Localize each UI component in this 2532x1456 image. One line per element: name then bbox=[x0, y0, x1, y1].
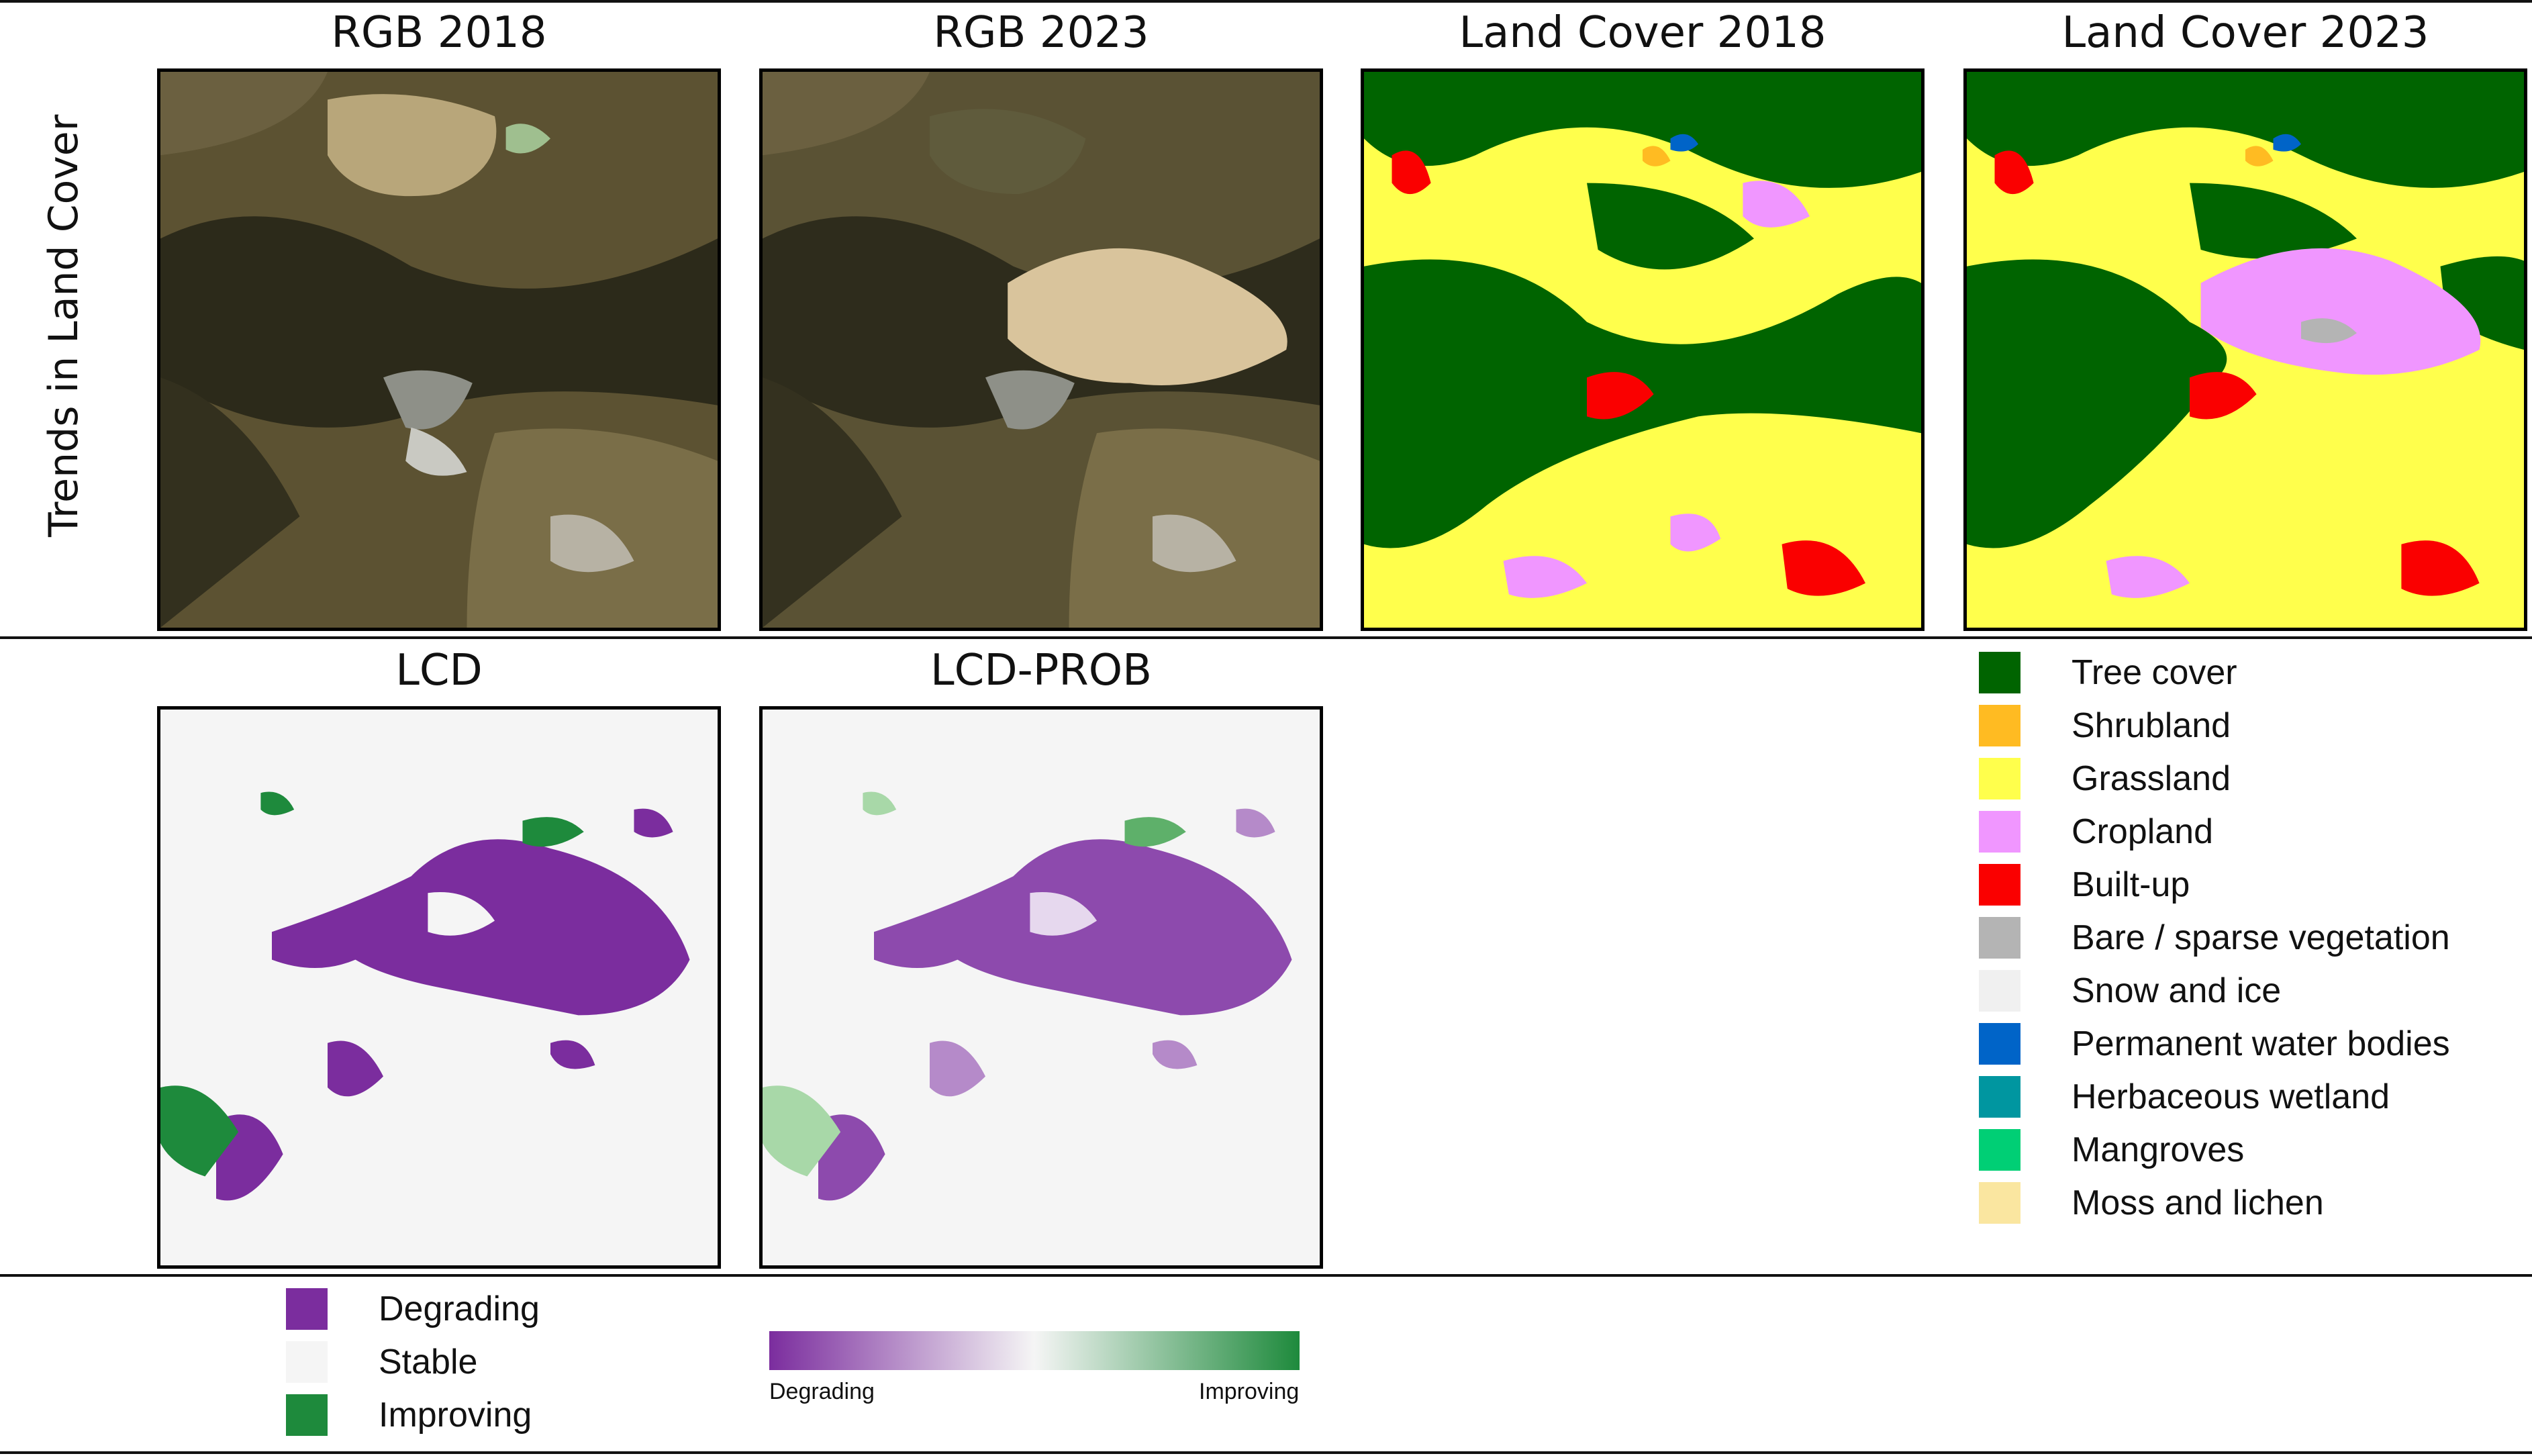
legend-item: Tree cover bbox=[1979, 651, 2237, 694]
legend-label: Mangroves bbox=[2072, 1130, 2245, 1169]
legend-label: Tree cover bbox=[2072, 653, 2237, 692]
title-lcd-prob: LCD-PROB bbox=[930, 646, 1153, 695]
land-cover-2018-classes bbox=[1364, 72, 1921, 628]
legend-swatch bbox=[1979, 1076, 2020, 1118]
legend-item: Snow and ice bbox=[1979, 969, 2281, 1012]
legend-label: Bare / sparse vegetation bbox=[2072, 918, 2450, 957]
land-cover-2018-map bbox=[1361, 68, 1925, 631]
legend-label: Permanent water bodies bbox=[2072, 1024, 2450, 1063]
legend-item: Stable bbox=[286, 1341, 477, 1384]
legend-label: Stable bbox=[379, 1343, 478, 1381]
legend-label: Shrubland bbox=[2072, 706, 2231, 745]
legend-item: Degrading bbox=[286, 1288, 540, 1330]
lcd-map bbox=[157, 706, 721, 1269]
title-rgb-2023: RGB 2023 bbox=[933, 8, 1149, 58]
rgb-2018-satellite bbox=[160, 72, 718, 628]
title-lcd: LCD bbox=[395, 646, 483, 695]
lcd-prob-change-probability bbox=[763, 710, 1320, 1265]
lcd-legend: Degrading Stable Improving bbox=[286, 1288, 622, 1449]
legend-item: Mangroves bbox=[1979, 1128, 2244, 1171]
legend-item: Grassland bbox=[1979, 757, 2231, 800]
legend-swatch bbox=[1979, 811, 2020, 853]
legend-swatch bbox=[1979, 1023, 2020, 1065]
legend-item: Cropland bbox=[1979, 810, 2213, 853]
legend-label: Moss and lichen bbox=[2072, 1183, 2324, 1222]
legend-label: Cropland bbox=[2072, 812, 2214, 851]
legend-swatch bbox=[1979, 970, 2020, 1012]
legend-label: Grassland bbox=[2072, 759, 2231, 798]
gradient-left-label: Degrading bbox=[769, 1379, 875, 1404]
title-land-cover-2023: Land Cover 2023 bbox=[2061, 8, 2429, 58]
bottom-rule bbox=[0, 1451, 2532, 1454]
rgb-2023-image bbox=[759, 68, 1323, 631]
legend-label: Degrading bbox=[379, 1290, 540, 1328]
legend-swatch bbox=[286, 1394, 328, 1436]
legend-swatch bbox=[1979, 864, 2020, 906]
land-cover-2023-classes bbox=[1967, 72, 2524, 628]
row1-divider bbox=[0, 636, 2532, 639]
rgb-2023-satellite bbox=[763, 72, 1320, 628]
gradient-right-label: Improving bbox=[1199, 1379, 1300, 1404]
title-rgb-2018: RGB 2018 bbox=[331, 8, 547, 58]
legend-item: Shrubland bbox=[1979, 704, 2231, 747]
probability-gradient-bar bbox=[769, 1331, 1300, 1370]
lcd-change-classes bbox=[160, 710, 718, 1265]
legend-item: Herbaceous wetland bbox=[1979, 1075, 2390, 1118]
legend-swatch bbox=[286, 1341, 328, 1383]
legend-item: Permanent water bodies bbox=[1979, 1022, 2450, 1065]
legend-label: Snow and ice bbox=[2072, 971, 2282, 1010]
lcd-prob-map bbox=[759, 706, 1323, 1269]
land-cover-2023-map bbox=[1963, 68, 2527, 631]
legend-label: Herbaceous wetland bbox=[2072, 1077, 2390, 1116]
legend-item: Improving bbox=[286, 1394, 532, 1437]
row2-divider bbox=[0, 1274, 2532, 1277]
legend-item: Bare / sparse vegetation bbox=[1979, 916, 2450, 959]
legend-swatch bbox=[1979, 652, 2020, 693]
legend-item: Built-up bbox=[1979, 863, 2190, 906]
legend-swatch bbox=[286, 1288, 328, 1330]
legend-item: Moss and lichen bbox=[1979, 1181, 2324, 1224]
title-land-cover-2018: Land Cover 2018 bbox=[1459, 8, 1827, 58]
legend-swatch bbox=[1979, 1129, 2020, 1171]
rgb-2018-image bbox=[157, 68, 721, 631]
legend-label: Built-up bbox=[2072, 865, 2190, 904]
legend-label: Improving bbox=[379, 1396, 532, 1435]
top-rule bbox=[0, 0, 2532, 3]
row-label: Trends in Land Cover bbox=[40, 114, 87, 537]
legend-swatch bbox=[1979, 917, 2020, 959]
legend-swatch bbox=[1979, 1182, 2020, 1224]
legend-swatch bbox=[1979, 705, 2020, 746]
legend-swatch bbox=[1979, 758, 2020, 799]
land-cover-legend: Tree cover Shrubland Grassland Cropland Buil… bbox=[1979, 651, 2516, 1242]
